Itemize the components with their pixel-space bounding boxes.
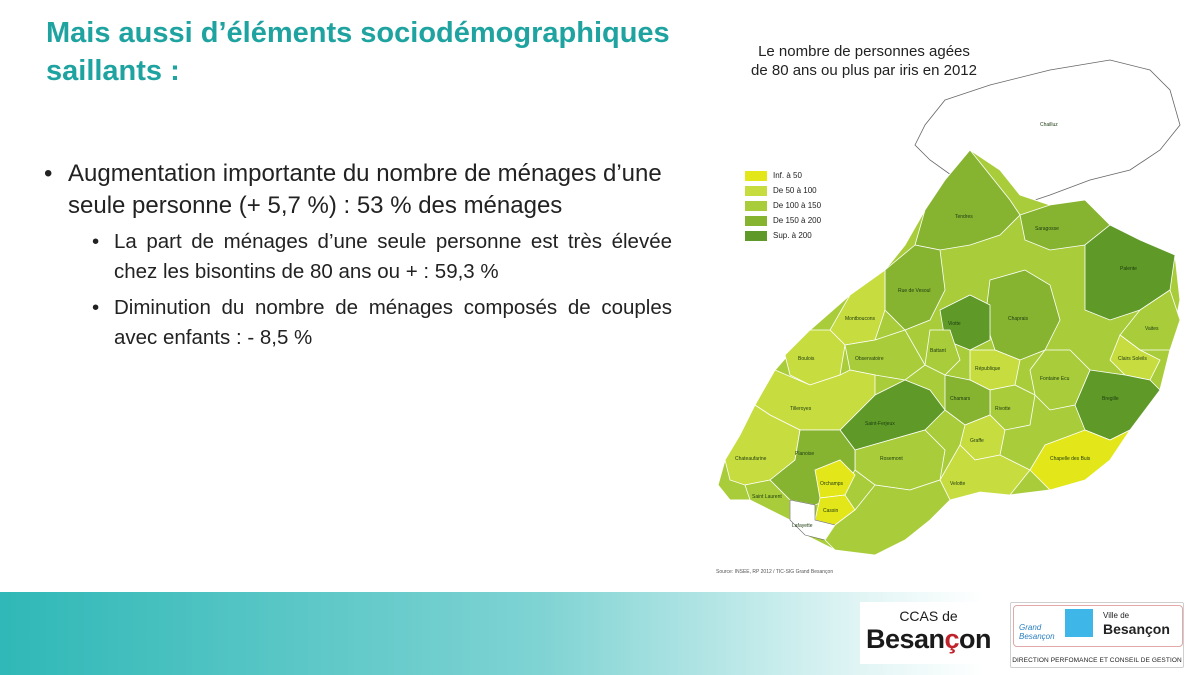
legend-label: Sup. à 200 (773, 231, 812, 240)
district-rue-de-vesoul (884, 244, 946, 331)
legend-item: Sup. à 200 (745, 228, 821, 243)
legend-item: De 50 à 100 (745, 183, 821, 198)
ccas-wordmark-prefix: Besan (865, 624, 945, 654)
map-shapes: Chailluz Tendres Saragosse Rue de Vesoul… (717, 59, 1181, 556)
district-label-bregille: Bregille (1102, 396, 1119, 402)
district-label-saragosse: Saragosse (1035, 226, 1059, 232)
sub-bullet-couples-with-children: Diminution du nombre de ménages composés… (88, 293, 672, 353)
gb-ville-de: Ville de (1103, 611, 1130, 620)
district-label-boulois: Boulois (798, 356, 815, 362)
district-fontaine-ecu (1029, 349, 1091, 411)
district-label-chailluz: Chailluz (1040, 122, 1058, 128)
bullet-single-person-households: Augmentation importante du nombre de mén… (42, 158, 672, 221)
district-label-vaites: Vaites (1145, 326, 1159, 332)
district-label-planoise: Planoise (795, 451, 814, 457)
gb-emblem-icon (1065, 609, 1093, 637)
sub-bullet-list: La part de ménages d’une seule personne … (42, 227, 672, 353)
district-label-chaprais: Chaprais (1008, 316, 1029, 322)
map-title-line2: de 80 ans ou plus par iris en 2012 (751, 62, 977, 79)
district-label-republique: République (975, 366, 1001, 372)
legend-swatch (745, 200, 767, 211)
district-label-battant: Battant (930, 348, 946, 354)
legend-item: De 100 à 150 (745, 198, 821, 213)
district-label-cassin: Cassin (823, 508, 839, 514)
district-label-viotte: Viotte (948, 321, 961, 327)
district-battant (924, 329, 961, 376)
legend-item: Inf. à 50 (745, 168, 821, 183)
district-label-rue-de-vesoul: Rue de Vesoul (898, 288, 931, 294)
district-label-saint-laurent: Saint Laurent (752, 494, 782, 500)
ccas-besancon-logo: CCAS de Besançon (860, 602, 997, 664)
district-chapelle-des-buis (1029, 428, 1132, 491)
district-label-observatoire: Observatoire (855, 356, 884, 362)
district-label-palente: Palente (1120, 266, 1137, 272)
gb-grand-besancon-text: Grand Besançon (1019, 623, 1055, 641)
legend-swatch (745, 170, 767, 181)
legend-label: Inf. à 50 (773, 171, 802, 180)
district-label-rosemont: Rosemont (880, 456, 903, 462)
gb-besancon: Besançon (1103, 621, 1170, 637)
district-label-lafayette: Lafayette (792, 523, 813, 529)
district-bregille (1074, 369, 1161, 441)
map-legend: Inf. à 50 De 50 à 100 De 100 à 150 De 15… (745, 168, 821, 243)
district-label-chamars: Chamars (950, 396, 971, 402)
district-label-fontaine-ecu: Fontaine Ecu (1040, 376, 1070, 382)
gb-besancon-small: Besançon (1019, 632, 1055, 641)
district-south (824, 479, 951, 556)
district-label-tilleroyes: Tilleroyes (790, 406, 812, 412)
gb-direction-text: DIRECTION PERFOMANCE ET CONSEIL DE GESTI… (1012, 657, 1182, 664)
legend-swatch (745, 185, 767, 196)
sub-bullet-elderly-living-alone: La part de ménages d’une seule personne … (88, 227, 672, 287)
ccas-wordmark-suffix: on (959, 624, 992, 654)
choropleth-map: Chailluz Tendres Saragosse Rue de Vesoul… (690, 30, 1200, 590)
grand-besancon-logo: Grand Besançon Ville de Besançon DIRECTI… (1010, 602, 1184, 668)
district-label-montboucons: Montboucons (845, 316, 876, 322)
district-label-clairs-soleils: Clairs Soleils (1118, 356, 1147, 362)
district-palente (1084, 224, 1176, 321)
gb-grand: Grand (1019, 623, 1042, 632)
legend-label: De 150 à 200 (773, 216, 822, 225)
district-label-graffe: Graffe (970, 438, 984, 444)
gb-logo-frame (1013, 605, 1183, 647)
district-label-velotte: Velotte (950, 481, 966, 487)
district-label-rivotte: Rivotte (995, 406, 1011, 412)
district-label-orchamps: Orchamps (820, 481, 844, 487)
ccas-wordmark-c: ç (944, 624, 960, 654)
slide-title: Mais aussi d’éléments sociodémographique… (46, 17, 670, 87)
legend-swatch (745, 215, 767, 226)
legend-item: De 150 à 200 (745, 213, 821, 228)
legend-label: De 50 à 100 (773, 186, 817, 195)
bullet-list: Augmentation importante du nombre de mén… (42, 158, 672, 359)
ccas-logo-line1: CCAS de (899, 608, 958, 624)
district-velotte (939, 444, 1031, 501)
map-title-line1: Le nombre de personnes agées (758, 43, 970, 60)
map-title: Le nombre de personnes agées de 80 ans o… (714, 42, 1014, 80)
district-label-chateaufarine: Chateaufarine (735, 456, 767, 462)
district-orchamps (814, 459, 856, 499)
legend-label: De 100 à 150 (773, 201, 822, 210)
footer-band (0, 592, 1200, 675)
district-label-saint-ferjeux: Saint-Ferjeux (865, 421, 895, 427)
ccas-logo-wordmark: Besançon (860, 624, 997, 654)
district-label-tendres: Tendres (955, 214, 973, 220)
legend-swatch (745, 230, 767, 241)
map-source: Source: INSEE, RP 2012 / TIC-SIG Grand B… (716, 569, 834, 575)
district-label-chapelle-des-buis: Chapelle des Buis (1050, 456, 1091, 462)
